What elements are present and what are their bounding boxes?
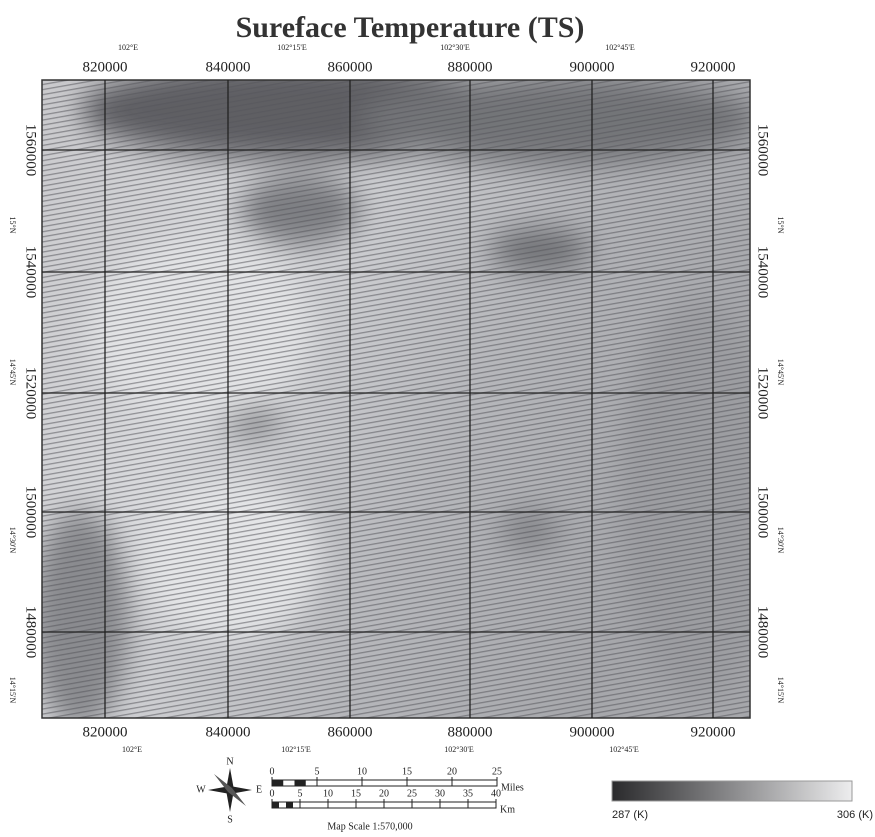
scale-label: 0 xyxy=(270,788,275,799)
map-title: Sureface Temperature (TS) xyxy=(236,11,585,44)
scale-bar-fill xyxy=(272,780,283,786)
legend-min: 287 (K) xyxy=(612,809,648,821)
y-label-left: 1520000 xyxy=(23,367,39,420)
scale-label: 35 xyxy=(463,788,473,799)
geo-label-top: 102°45'E xyxy=(605,43,635,52)
scale-label: 10 xyxy=(357,766,367,777)
scale-label: 40 xyxy=(491,788,501,799)
geo-label-bottom: 102°15'E xyxy=(281,745,311,754)
y-label-right: 1480000 xyxy=(755,606,771,659)
geo-label-bottom: 102°45'E xyxy=(609,745,639,754)
geo-label-right: 14°15'N xyxy=(776,677,785,704)
scale-label: 25 xyxy=(407,788,417,799)
scale-label: 5 xyxy=(315,766,320,777)
x-label-top: 840000 xyxy=(206,59,251,75)
geo-label-bottom: 102°30'E xyxy=(444,745,474,754)
scale-label: 30 xyxy=(435,788,445,799)
compass-e: E xyxy=(256,784,262,795)
x-label-bottom: 880000 xyxy=(448,724,493,740)
x-label-top: 900000 xyxy=(570,59,615,75)
geo-label-left: 15°N xyxy=(8,217,17,234)
x-label-bottom: 920000 xyxy=(691,724,736,740)
geo-label-left: 14°15'N xyxy=(8,677,17,704)
y-label-right: 1540000 xyxy=(755,246,771,299)
legend-ramp xyxy=(612,781,852,801)
y-label-left: 1480000 xyxy=(23,606,39,659)
map-scale: Map Scale 1:570,000 xyxy=(327,821,412,832)
y-label-right: 1500000 xyxy=(755,486,771,539)
page: {"title": "Sureface Temperature (TS)", "… xyxy=(0,0,875,837)
geo-label-left: 14°45'N xyxy=(8,359,17,386)
compass-n: N xyxy=(226,756,233,767)
scale-bar-fill xyxy=(272,802,279,808)
geo-label-right: 15°N xyxy=(776,217,785,234)
x-label-bottom: 860000 xyxy=(328,724,373,740)
y-label-right: 1520000 xyxy=(755,367,771,420)
scale-label: 5 xyxy=(298,788,303,799)
scale-bar-fill xyxy=(295,780,306,786)
geo-label-top: 102°E xyxy=(118,43,138,52)
scale-label: 20 xyxy=(379,788,389,799)
scale-label: 25 xyxy=(492,766,502,777)
compass: N S E W xyxy=(196,756,262,825)
temperature-raster xyxy=(30,60,780,730)
y-label-right: 1560000 xyxy=(755,124,771,177)
scale-unit: Km xyxy=(500,804,515,815)
x-label-top: 920000 xyxy=(691,59,736,75)
x-label-bottom: 820000 xyxy=(83,724,128,740)
y-label-left: 1540000 xyxy=(23,246,39,299)
map-figure: Sureface Temperature (TS) 820000 820000 84… xyxy=(0,0,875,837)
x-label-bottom: 840000 xyxy=(206,724,251,740)
geo-label-bottom: 102°E xyxy=(122,745,142,754)
scale-label: 0 xyxy=(270,766,275,777)
geo-label-top: 102°30'E xyxy=(440,43,470,52)
x-label-bottom: 900000 xyxy=(570,724,615,740)
x-label-top: 820000 xyxy=(83,59,128,75)
scale-label: 15 xyxy=(351,788,361,799)
compass-w: W xyxy=(196,784,206,795)
geo-label-left: 14°30'N xyxy=(8,527,17,554)
scale-unit: Miles xyxy=(501,782,524,793)
geo-label-right: 14°45'N xyxy=(776,359,785,386)
x-label-top: 860000 xyxy=(328,59,373,75)
legend-max: 306 (K) xyxy=(837,809,873,821)
geo-label-top: 102°15'E xyxy=(277,43,307,52)
scale-label: 10 xyxy=(323,788,333,799)
x-label-top: 880000 xyxy=(448,59,493,75)
scale-label: 20 xyxy=(447,766,457,777)
y-label-left: 1560000 xyxy=(23,124,39,177)
scale-label: 15 xyxy=(402,766,412,777)
y-label-left: 1500000 xyxy=(23,486,39,539)
geo-label-right: 14°30'N xyxy=(776,527,785,554)
scale-bar-fill xyxy=(286,802,293,808)
compass-s: S xyxy=(227,814,233,825)
